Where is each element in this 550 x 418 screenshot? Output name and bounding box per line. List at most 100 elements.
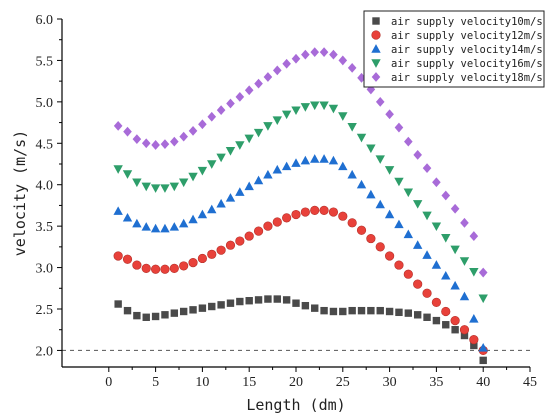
data-point: [366, 233, 376, 244]
data-point: [253, 128, 264, 138]
data-point: [263, 72, 273, 82]
data-point: [216, 105, 226, 116]
data-point: [160, 223, 170, 233]
legend-label: air supply velocity18m/s: [391, 72, 543, 84]
legend-label: air supply velocity16m/s: [391, 58, 543, 70]
data-point: [226, 299, 235, 307]
legend-item: air supply velocity14m/s: [371, 44, 543, 56]
data-point: [319, 47, 329, 58]
y-tick-label: 5.5: [36, 54, 54, 69]
data-point: [375, 155, 385, 164]
data-point: [225, 147, 236, 156]
data-point: [225, 240, 236, 250]
data-point: [450, 203, 460, 214]
data-point: [132, 178, 142, 188]
data-point: [161, 311, 169, 319]
data-point: [132, 260, 142, 270]
data-point: [413, 311, 422, 319]
data-point: [422, 163, 432, 174]
x-tick-label: 25: [336, 375, 350, 390]
y-tick-label: 2.5: [36, 303, 54, 318]
data-point: [442, 321, 450, 329]
x-tick-label: 0: [105, 375, 112, 390]
data-point: [311, 304, 319, 312]
data-point: [133, 311, 141, 320]
data-point: [441, 306, 451, 317]
data-point: [403, 229, 414, 239]
legend-item: air supply velocity12m/s: [371, 30, 543, 42]
data-point: [170, 309, 179, 317]
data-point: [356, 179, 367, 189]
data-point: [151, 312, 160, 321]
data-point: [348, 306, 356, 315]
data-point: [198, 304, 207, 312]
data-point: [376, 306, 384, 315]
legend-label: air supply velocity14m/s: [391, 44, 543, 56]
data-point: [273, 295, 281, 303]
data-point: [310, 101, 320, 111]
legend-item: air supply velocity18m/s: [371, 72, 543, 84]
axes-layer: 0 5 10 15 20 25 30 35 40 45 2.0 2.5 3.0 3.5 4.0 4.5 5.0 5…: [36, 13, 538, 390]
series-1: [114, 295, 487, 365]
data-point: [450, 245, 460, 255]
data-point: [188, 125, 198, 136]
data-point: [371, 30, 381, 40]
data-point: [385, 251, 395, 261]
data-point: [432, 316, 441, 325]
data-point: [450, 316, 460, 326]
data-point: [169, 222, 180, 231]
data-point: [385, 307, 394, 316]
data-point: [207, 249, 217, 259]
data-point: [404, 309, 413, 317]
data-point: [300, 207, 310, 217]
data-point: [272, 164, 282, 174]
data-point: [113, 206, 123, 215]
y-tick-label: 2.0: [36, 344, 54, 359]
data-point: [178, 178, 189, 188]
data-point: [339, 307, 347, 316]
data-point: [403, 188, 414, 198]
data-point: [310, 205, 320, 215]
data-point: [245, 297, 253, 305]
data-point: [460, 331, 469, 340]
data-point: [422, 211, 432, 221]
series-2: [113, 205, 488, 356]
y-tick-label: 5.0: [36, 96, 54, 111]
data-point: [281, 161, 292, 171]
data-point: [197, 253, 207, 264]
data-point: [300, 155, 311, 165]
data-point: [122, 212, 133, 222]
data-point: [412, 240, 423, 249]
data-point: [160, 139, 170, 150]
data-point: [141, 182, 151, 192]
data-point: [394, 177, 404, 187]
data-point: [441, 270, 451, 280]
data-point: [244, 134, 254, 144]
data-point: [207, 160, 217, 169]
data-point: [160, 264, 170, 274]
series-3: [113, 154, 488, 352]
data-point: [272, 217, 282, 227]
data-point: [151, 140, 160, 150]
data-point: [413, 279, 423, 289]
data-point: [235, 141, 245, 150]
y-tick-label: 3.0: [36, 262, 54, 277]
series-layer: [113, 47, 488, 365]
data-point: [366, 144, 376, 154]
data-point: [141, 263, 151, 274]
x-tick-label: 40: [476, 375, 490, 390]
data-point: [422, 250, 432, 259]
legend-label: air supply velocity10m/s: [391, 16, 543, 28]
data-point: [282, 296, 291, 304]
data-point: [385, 109, 394, 120]
data-point: [431, 222, 442, 232]
data-point: [151, 264, 161, 274]
data-point: [189, 306, 197, 314]
data-point: [328, 155, 339, 165]
data-point: [347, 169, 357, 179]
series-5: [113, 47, 488, 278]
data-point: [459, 257, 470, 266]
data-point: [122, 254, 133, 264]
data-point: [178, 218, 189, 228]
